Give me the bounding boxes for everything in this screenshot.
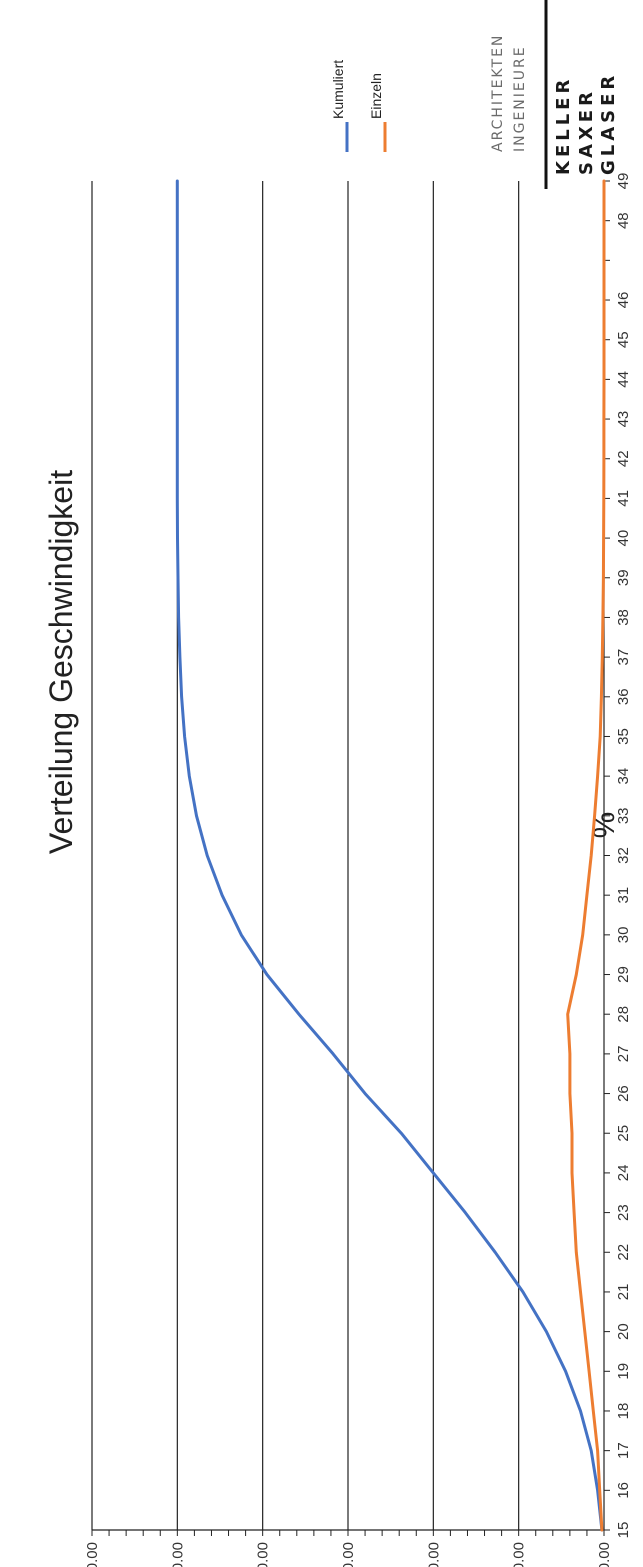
x-tick-label: 15 <box>615 1522 632 1539</box>
x-tick-label: 38 <box>615 609 632 626</box>
logo-subtitle: INGENIEURE <box>512 45 528 152</box>
x-tick-label: 29 <box>615 966 632 983</box>
x-tick-label: 26 <box>615 1085 632 1102</box>
x-tick-label: 28 <box>615 1006 632 1023</box>
x-tick-label: 42 <box>615 450 632 467</box>
x-tick-label: 16 <box>615 1482 632 1499</box>
x-tick-label: 45 <box>615 331 632 348</box>
series-lines <box>175 179 606 1532</box>
y-tick-label: 80.00 <box>255 1542 272 1567</box>
y-tick-label: 0.00 <box>596 1542 613 1567</box>
x-tick-label: 36 <box>615 688 632 705</box>
x-tick-label: 32 <box>615 847 632 864</box>
x-tick-label: 37 <box>615 649 632 666</box>
series-line-kumuliert <box>175 179 604 1532</box>
x-tick-label: 49 <box>615 173 632 190</box>
series-line-einzeln <box>566 179 606 1532</box>
legend: Kumuliert Einzeln <box>330 60 387 152</box>
x-tick-labels: 15 16 17 18 19 20 21 22 23 24 25 26 27 28 29 30 31 32 33 34… <box>615 173 632 1539</box>
x-tick-label: 23 <box>615 1204 632 1221</box>
logo-word: SAXER <box>576 88 597 175</box>
legend-label-einzeln: Einzeln <box>368 73 384 119</box>
logo-word: KELLER <box>553 76 574 175</box>
axes <box>91 180 610 1536</box>
x-tick-label: 20 <box>615 1323 632 1340</box>
x-tick-label: 41 <box>615 490 632 507</box>
x-tick-label: 44 <box>615 371 632 388</box>
x-tick-label: 18 <box>615 1403 632 1420</box>
y-tick-labels: 0.00 20.00 40.00 60.00 80.00 100.00 120.00 <box>84 1542 613 1567</box>
x-tick-label: 40 <box>615 530 632 547</box>
x-tick-label: 48 <box>615 212 632 229</box>
x-tick-label: 19 <box>615 1363 632 1380</box>
x-tick-label: 31 <box>615 887 632 904</box>
logo-word: GLASER <box>598 72 619 175</box>
y-tick-label: 20.00 <box>511 1542 528 1567</box>
x-tick-label: 27 <box>615 1046 632 1063</box>
legend-label-kumuliert: Kumuliert <box>330 60 346 119</box>
gridlines <box>91 181 520 1530</box>
y-tick-label: 100.00 <box>169 1542 186 1567</box>
x-tick-label: 24 <box>615 1165 632 1182</box>
chart-title: Verteilung Geschwindigkeit <box>43 470 79 854</box>
x-tick-label: 34 <box>615 768 632 785</box>
x-tick-label: 25 <box>615 1125 632 1142</box>
x-tick-label: 17 <box>615 1442 632 1459</box>
x-tick-label: 21 <box>615 1284 632 1301</box>
x-tick-label: 35 <box>615 728 632 745</box>
y-tick-label: 60.00 <box>340 1542 357 1567</box>
x-tick-label: 43 <box>615 411 632 428</box>
x-tick-label: 33 <box>615 807 632 824</box>
x-tick-label: 30 <box>615 927 632 944</box>
x-tick-label: 46 <box>615 292 632 309</box>
y-tick-label: 120.00 <box>84 1542 101 1567</box>
x-tick-label: 39 <box>615 569 632 586</box>
x-tick-label: 22 <box>615 1244 632 1261</box>
logo-subtitle: ARCHITEKTEN <box>490 34 506 152</box>
y-tick-label: 40.00 <box>425 1542 442 1567</box>
